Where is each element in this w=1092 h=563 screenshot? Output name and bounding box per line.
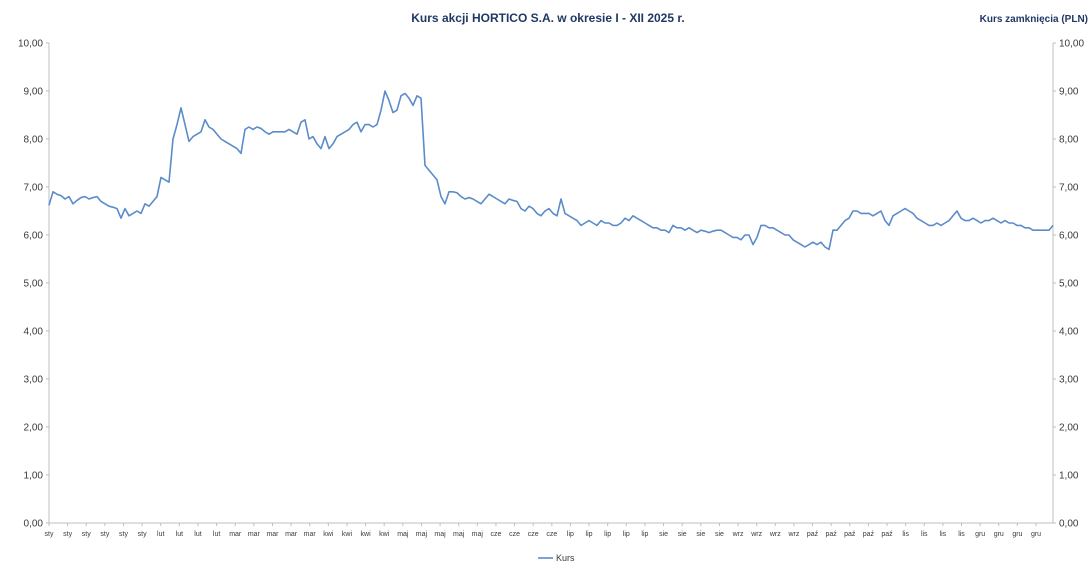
x-tick-label: sie <box>715 531 724 538</box>
left-y-ticks: 0,00 1,00 2,00 3,00 4,00 5,00 6,00 7,00 8,00 9,00… <box>18 39 49 530</box>
right-y-tick-label: 0,00 <box>1059 519 1079 530</box>
right-y-tick-label: 4,00 <box>1059 327 1079 338</box>
left-y-tick-label: 9,00 <box>24 87 44 98</box>
x-tick-label: lis <box>940 531 947 538</box>
legend-label-kurs: Kurs <box>556 553 575 563</box>
x-tick-label: maj <box>472 531 484 538</box>
x-tick-label: wrz <box>732 531 744 538</box>
x-tick-label: sty <box>45 531 54 538</box>
left-y-tick-label: 5,00 <box>24 279 44 290</box>
x-tick-label: lip <box>623 531 630 538</box>
x-tick-label: cze <box>509 531 520 538</box>
x-tick-label: kwi <box>323 531 334 538</box>
x-tick-label: kwi <box>361 531 372 538</box>
right-axis-label: Kurs zamknięcia (PLN) <box>980 14 1088 25</box>
x-tick-label: maj <box>416 531 428 538</box>
x-tick-label: wrz <box>787 531 799 538</box>
x-tick-label: kwi <box>342 531 353 538</box>
x-tick-label: sty <box>82 531 91 538</box>
x-tick-label: lut <box>213 531 220 538</box>
x-tick-label: lut <box>157 531 164 538</box>
left-y-tick-label: 1,00 <box>24 471 44 482</box>
x-tick-label: lip <box>586 531 593 538</box>
x-tick-label: lis <box>958 531 965 538</box>
left-y-tick-label: 10,00 <box>18 39 43 50</box>
x-tick-label: lip <box>567 531 574 538</box>
x-tick-label: mar <box>285 531 298 538</box>
x-tick-label: lis <box>921 531 928 538</box>
chart-title: Kurs akcji HORTICO S.A. w okresie I - XI… <box>411 11 684 25</box>
x-tick-label: sty <box>138 531 147 538</box>
x-tick-labels: sty sty sty sty sty sty lut lut lut lut mar mar mar m… <box>45 523 1041 538</box>
x-tick-label: mar <box>248 531 261 538</box>
right-y-tick-label: 10,00 <box>1059 39 1084 50</box>
right-y-tick-label: 5,00 <box>1059 279 1079 290</box>
left-y-tick-label: 6,00 <box>24 231 44 242</box>
right-y-tick-label: 7,00 <box>1059 183 1079 194</box>
x-tick-label: lip <box>641 531 648 538</box>
right-y-tick-label: 6,00 <box>1059 231 1079 242</box>
x-tick-label: paź <box>844 531 856 538</box>
x-tick-label: sie <box>696 531 705 538</box>
x-tick-label: sty <box>100 531 109 538</box>
x-tick-label: gru <box>994 531 1004 538</box>
left-y-tick-label: 8,00 <box>24 135 44 146</box>
series-line-kurs <box>48 90 1054 251</box>
right-y-tick-label: 8,00 <box>1059 135 1079 146</box>
x-tick-label: cze <box>546 531 557 538</box>
x-tick-label: paź <box>881 531 893 538</box>
x-tick-label: gru <box>1031 531 1041 538</box>
x-tick-label: maj <box>434 531 446 538</box>
x-tick-label: lis <box>902 531 909 538</box>
x-tick-label: maj <box>397 531 409 538</box>
x-tick-label: sie <box>678 531 687 538</box>
x-tick-label: wrz <box>769 531 781 538</box>
x-tick-label: gru <box>1012 531 1022 538</box>
x-tick-label: mar <box>229 531 242 538</box>
x-tick-label: lut <box>194 531 201 538</box>
x-tick-label: sie <box>659 531 668 538</box>
right-y-tick-label: 9,00 <box>1059 87 1079 98</box>
x-tick-label: lut <box>176 531 183 538</box>
left-y-tick-label: 2,00 <box>24 423 44 434</box>
left-y-tick-label: 4,00 <box>24 327 44 338</box>
right-y-ticks: 0,00 1,00 2,00 3,00 4,00 5,00 6,00 7,00 8,00 9,00… <box>1053 39 1084 530</box>
x-tick-label: cze <box>490 531 501 538</box>
right-y-tick-label: 1,00 <box>1059 471 1079 482</box>
left-y-tick-label: 3,00 <box>24 375 44 386</box>
x-tick-label: gru <box>975 531 985 538</box>
x-tick-label: cze <box>528 531 539 538</box>
x-tick-label: kwi <box>379 531 390 538</box>
right-y-tick-label: 3,00 <box>1059 375 1079 386</box>
x-tick-label: sty <box>119 531 128 538</box>
x-tick-label: paź <box>807 531 819 538</box>
x-tick-label: maj <box>453 531 465 538</box>
right-y-tick-label: 2,00 <box>1059 423 1079 434</box>
x-tick-label: paź <box>826 531 838 538</box>
left-y-tick-label: 7,00 <box>24 183 44 194</box>
left-y-tick-label: 0,00 <box>24 519 44 530</box>
legend: Kurs <box>538 553 575 563</box>
x-tick-label: lip <box>604 531 611 538</box>
x-tick-label: sty <box>63 531 72 538</box>
x-tick-label: wrz <box>750 531 762 538</box>
x-tick-label: paź <box>863 531 875 538</box>
x-tick-label: mar <box>266 531 279 538</box>
x-tick-label: mar <box>304 531 317 538</box>
